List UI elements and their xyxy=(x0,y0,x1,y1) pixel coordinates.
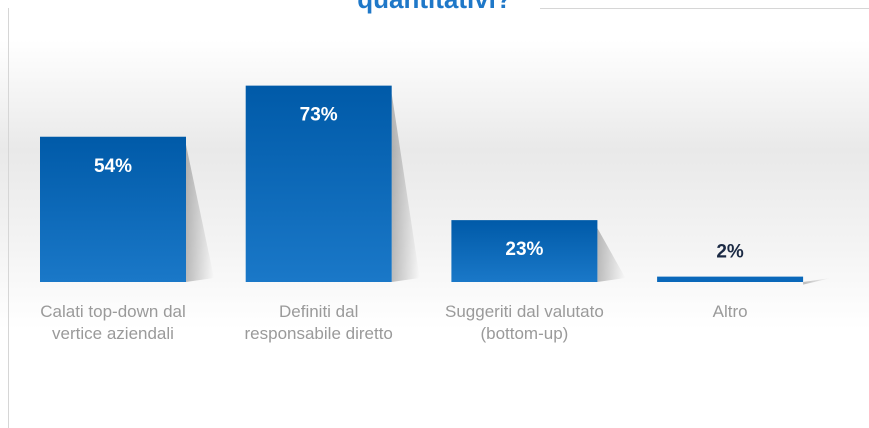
bar-shadow xyxy=(391,93,420,282)
bar xyxy=(451,220,598,282)
bar xyxy=(40,136,186,282)
frame-line xyxy=(8,8,9,428)
data-label: 2% xyxy=(716,242,744,263)
x-tick-label: Altro xyxy=(712,302,748,321)
data-label: 73% xyxy=(300,105,338,126)
bar xyxy=(657,276,804,282)
bar-shadow xyxy=(597,228,626,282)
data-label: 54% xyxy=(94,156,132,177)
bar-shadow xyxy=(186,144,214,282)
chart-title: quantitativi? xyxy=(0,0,869,15)
data-label: 23% xyxy=(505,239,543,260)
x-tick-label: Definiti dal responsabile diretto xyxy=(244,302,393,343)
bar-shadow xyxy=(803,278,832,285)
bar xyxy=(245,85,392,282)
x-tick-label: Calati top-down dal vertice aziendali xyxy=(40,302,186,343)
frame-line xyxy=(540,8,869,9)
x-tick-label: Suggeriti dal valutato (bottom-up) xyxy=(445,302,604,343)
